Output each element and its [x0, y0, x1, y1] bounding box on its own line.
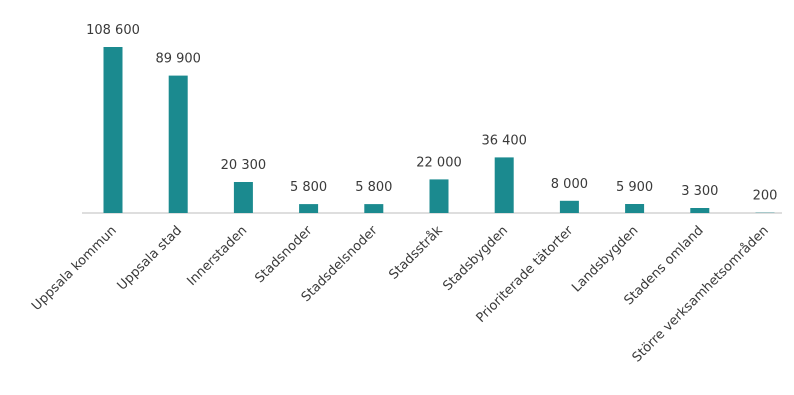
bar-6	[494, 157, 514, 213]
data-label-9: 3 300	[681, 184, 718, 199]
category-label-10: Större verksamhetsområden	[630, 223, 772, 365]
category-label-5: Stadsstråk	[386, 223, 446, 283]
bar-0	[103, 47, 123, 213]
bar-4	[364, 204, 384, 213]
bars-group	[103, 47, 775, 213]
category-label-1: Uppsala stad	[115, 223, 185, 293]
bar-2	[233, 182, 253, 213]
bar-7	[559, 200, 579, 213]
data-label-6: 36 400	[481, 133, 527, 148]
bar-8	[625, 204, 645, 213]
category-label-8: Landsbygden	[569, 223, 641, 295]
data-label-10: 200	[753, 189, 778, 204]
bar-9	[690, 208, 710, 213]
data-label-2: 20 300	[221, 158, 267, 173]
category-label-3: Stadsnoder	[252, 223, 315, 286]
data-label-5: 22 000	[416, 155, 462, 170]
data-label-4: 5 800	[355, 180, 392, 195]
data-label-7: 8 000	[551, 177, 588, 192]
data-labels-group: 108 600 89 900 20 300 5 800 5 800 22 000 36 40…	[86, 23, 777, 204]
data-label-0: 108 600	[86, 23, 140, 38]
category-label-2: Innerstaden	[184, 223, 250, 289]
data-label-8: 5 900	[616, 180, 653, 195]
category-label-6: Stadsbygden	[440, 223, 511, 294]
data-label-1: 89 900	[155, 52, 201, 67]
bar-1	[168, 75, 188, 213]
bar-5	[429, 179, 449, 213]
category-label-0: Uppsala kommun	[29, 223, 120, 314]
bar-3	[299, 204, 319, 213]
data-label-3: 5 800	[290, 180, 327, 195]
